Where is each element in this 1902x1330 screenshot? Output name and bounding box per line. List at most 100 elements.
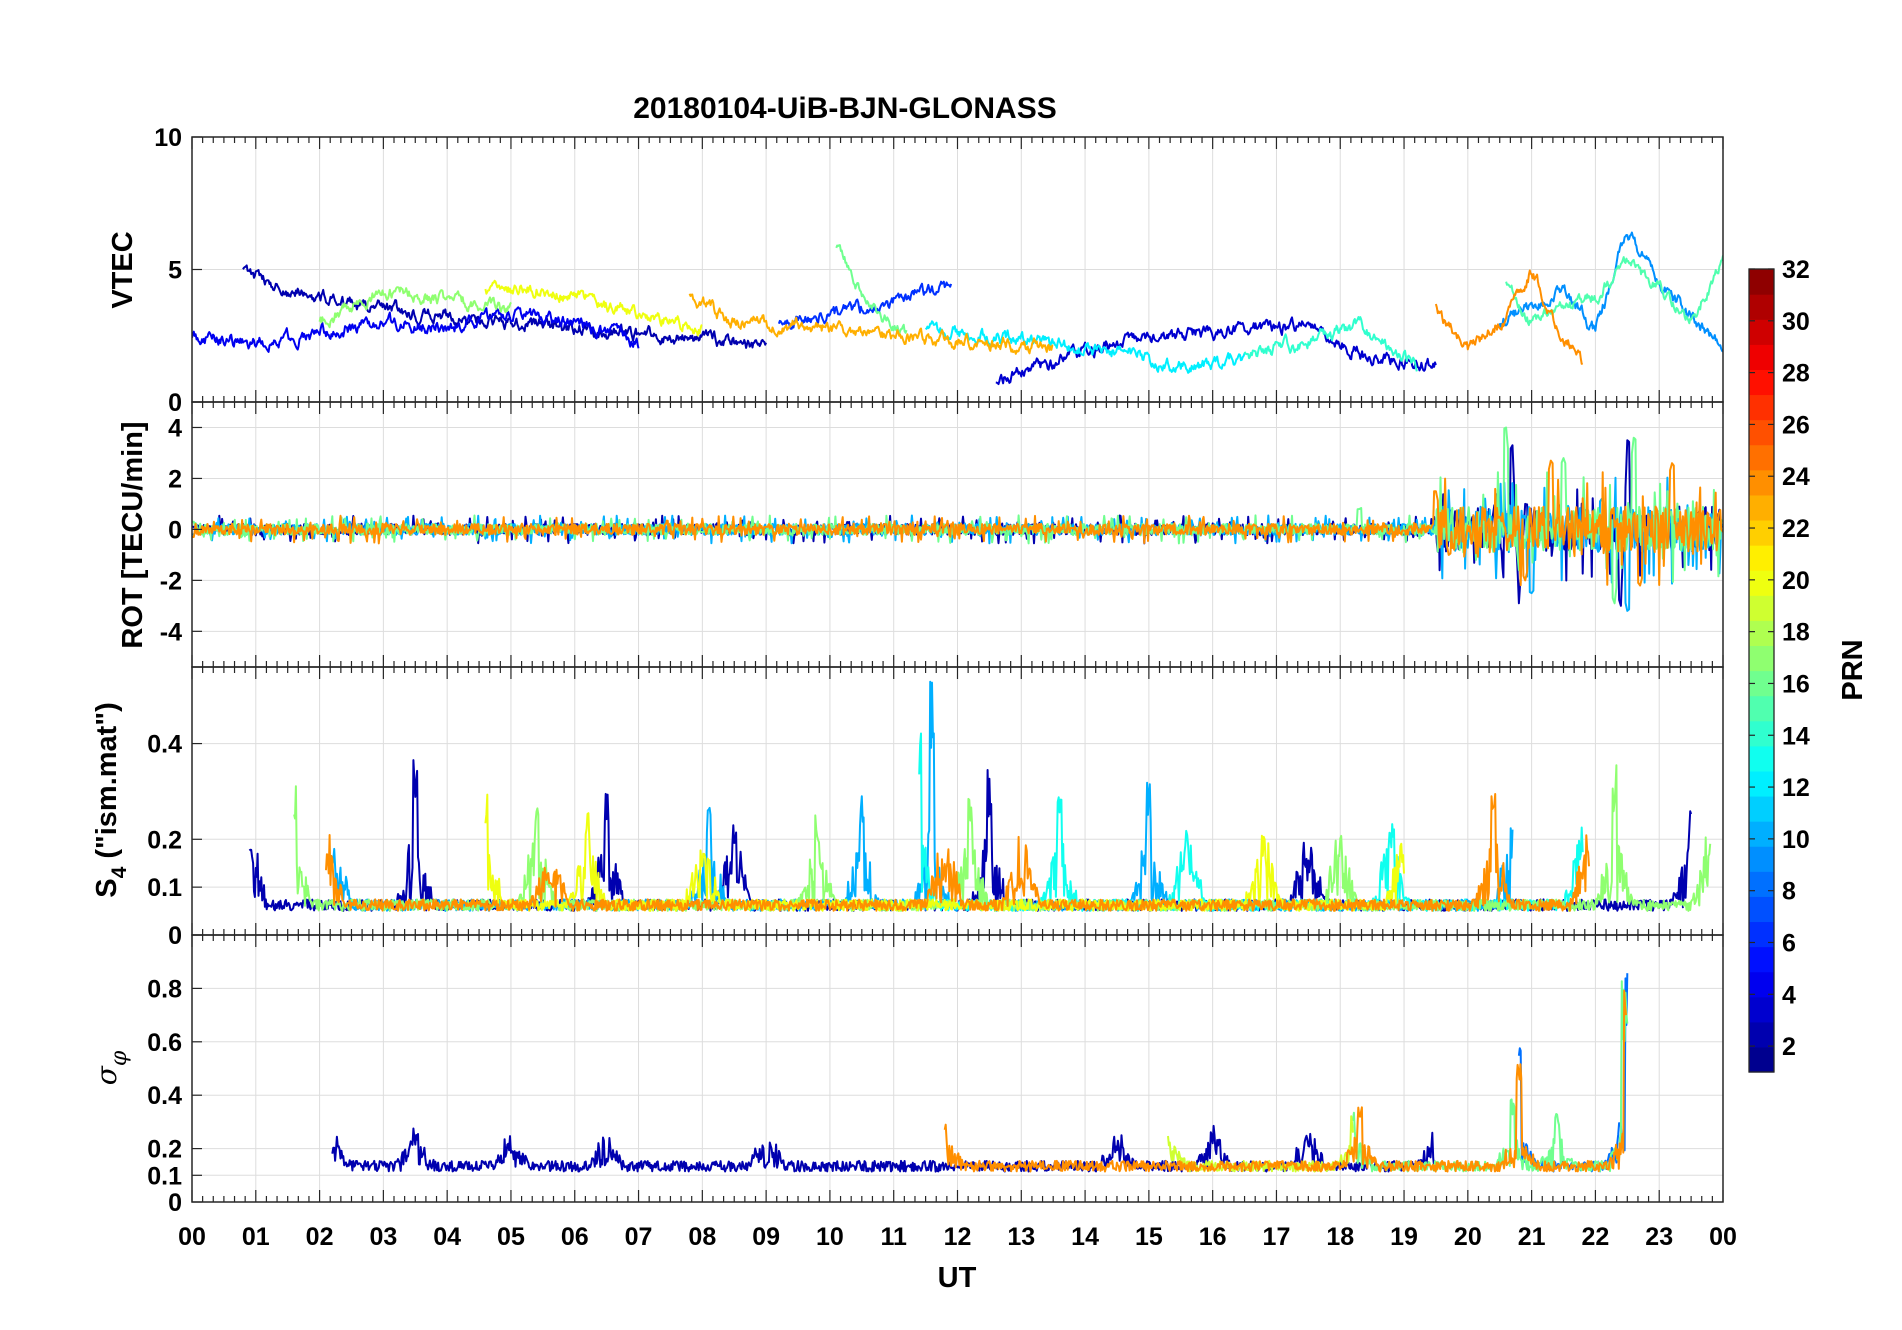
colorbar-segment: [1749, 720, 1774, 747]
panel-4: 00.10.2 0.4 0.6 0.8: [147, 934, 1724, 1217]
series-line-prn-16: [1352, 980, 1629, 1173]
panel-3: 0 0.1 0.2 0.4: [147, 666, 1724, 950]
y-tick-label: 2: [168, 465, 182, 493]
series-line-prn-20: [484, 793, 1405, 912]
series-line-prn-3: [995, 316, 1437, 386]
panel-1: 0 5 10: [154, 124, 1724, 417]
colorbar-segment: [1749, 770, 1774, 797]
colorbar-segment: [1749, 921, 1774, 948]
x-axis-label: UT: [938, 1262, 977, 1294]
x-tick-label: 18: [1326, 1223, 1354, 1251]
colorbar-segment: [1749, 846, 1774, 872]
series-line-prn-8: [1517, 973, 1629, 1173]
colorbar-segment: [1749, 519, 1774, 546]
colorbar-segment: [1749, 795, 1774, 822]
colorbar-segment: [1749, 369, 1774, 396]
y-axis-label-sigma-phi: σφ: [90, 1050, 132, 1085]
colorbar-tick-label: 18: [1782, 619, 1810, 647]
series-line-prn-2: [248, 759, 1693, 912]
colorbar-segment: [1749, 570, 1774, 596]
series-line-prn-17: [318, 286, 512, 329]
colorbar-segment: [1749, 595, 1774, 621]
x-ticks: [191, 935, 1724, 1202]
y-tick-label: 0.4: [147, 731, 182, 759]
x-ticks: [191, 667, 1724, 935]
x-tick-label: 03: [369, 1223, 397, 1251]
y-axis-label-s4: S4 ("ism.mat"): [91, 702, 131, 898]
colorbar-frame: [1748, 268, 1775, 1073]
x-tick-label: 08: [688, 1223, 716, 1251]
series-line-prn-9: [1498, 231, 1723, 353]
colorbar-segment: [1749, 620, 1774, 647]
x-tick-label: 21: [1518, 1223, 1546, 1251]
series-group: [192, 426, 1723, 612]
x-tick-label: 11: [880, 1223, 907, 1251]
series-line-prn-24: [943, 989, 1627, 1173]
x-tick-label: 07: [625, 1223, 653, 1251]
colorbar-tick-label: 24: [1782, 463, 1810, 491]
colorbar-segment: [1749, 745, 1774, 772]
y-axis-label-rot: ROT [TECU/min]: [117, 421, 149, 648]
y-tick-label: 0.8: [147, 975, 182, 1003]
series-line-prn-6: [777, 280, 953, 330]
colorbar-tick-label: 32: [1782, 256, 1810, 284]
y-axis-label-vtec: VTEC: [107, 231, 139, 308]
x-tick-label: 01: [242, 1223, 270, 1251]
x-tick-label: 09: [752, 1223, 780, 1251]
x-tick-label: 00: [1709, 1223, 1737, 1251]
series-line-prn-15: [1505, 255, 1723, 327]
colorbar-tick-label: 8: [1782, 878, 1796, 906]
y-tick-label: 10: [154, 124, 182, 152]
colorbar-segment: [1749, 545, 1774, 571]
colorbar-segment: [1749, 444, 1774, 471]
colorbar-tick-label: 30: [1782, 308, 1810, 336]
colorbar-tick-label: 10: [1782, 826, 1810, 854]
x-tick-label: 22: [1582, 1223, 1610, 1251]
colorbar-label: PRN: [1837, 639, 1869, 700]
y-tick-label: 0.2: [147, 826, 182, 854]
y-tick-label: 4: [168, 414, 182, 442]
panels-group: 0510-4-202400.10.20.400.10.20.40.60.8VTE…: [90, 124, 1724, 1217]
x-tick-label: 15: [1135, 1223, 1163, 1251]
y-tick-label: 0.1: [147, 1162, 182, 1190]
series-line-prn-16: [835, 244, 908, 336]
y-tick-label: 0.6: [147, 1029, 182, 1057]
colorbar-segment: [1749, 294, 1774, 320]
chart-title: 20180104-UiB-BJN-GLONASS: [633, 92, 1056, 125]
grid: [192, 137, 1723, 402]
series-group: [192, 231, 1723, 386]
x-tick-label: 06: [561, 1223, 589, 1251]
y-tick-label: 0: [168, 516, 182, 544]
y-tick-label: 0.2: [147, 1136, 182, 1164]
colorbar-segment: [1749, 695, 1774, 722]
colorbar-segment: [1749, 996, 1774, 1023]
x-tick-label: 23: [1645, 1223, 1673, 1251]
x-ticks: [191, 137, 1724, 402]
x-ticks: [191, 402, 1724, 667]
colorbar-segment: [1749, 896, 1774, 923]
colorbar-segment: [1749, 394, 1774, 421]
colorbar-segment: [1749, 821, 1774, 847]
x-tick-label: 13: [1007, 1223, 1035, 1251]
x-tick-label: 14: [1071, 1223, 1099, 1251]
series-line-prn-20: [484, 279, 703, 337]
colorbar-segment: [1749, 645, 1774, 672]
series-line-prn-24: [1434, 269, 1583, 366]
series-line-prn-2: [242, 264, 768, 349]
grid: [192, 935, 1723, 1202]
colorbar-tick-label: 20: [1782, 567, 1810, 595]
y-tick-label: 0.4: [147, 1082, 182, 1110]
y-tick-label: 0: [168, 389, 182, 417]
x-tick-label: 20: [1454, 1223, 1482, 1251]
x-tick-label: 16: [1199, 1223, 1227, 1251]
y-tick-label: -4: [160, 618, 182, 646]
x-tick-label: 00: [178, 1223, 206, 1251]
colorbar-tick-label: 16: [1782, 670, 1810, 698]
series-group: [331, 973, 1629, 1173]
series-line-prn-24: [192, 459, 1723, 587]
series-group: [248, 680, 1712, 912]
colorbar-segment: [1749, 269, 1774, 295]
colorbar-segment: [1749, 319, 1774, 345]
y-tick-label: -2: [160, 567, 182, 595]
